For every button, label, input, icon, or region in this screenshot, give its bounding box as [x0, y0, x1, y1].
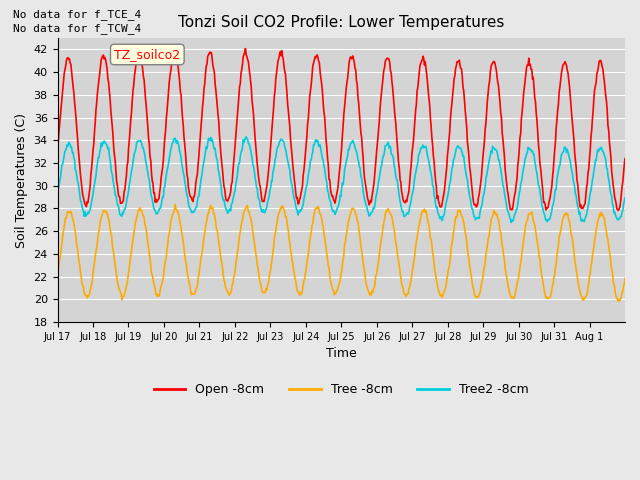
Tree2 -8cm: [401, 213, 408, 219]
Open -8cm: [120, 189, 128, 195]
Text: No data for f_TCW_4: No data for f_TCW_4: [13, 23, 141, 34]
Y-axis label: Soil Temperatures (C): Soil Temperatures (C): [15, 112, 28, 248]
Tree -8cm: [54, 272, 61, 277]
Tree -8cm: [225, 292, 233, 298]
Tree2 -8cm: [508, 219, 515, 225]
Text: TZ_soilco2: TZ_soilco2: [115, 48, 180, 61]
Text: No data for f_TCE_4: No data for f_TCE_4: [13, 9, 141, 20]
Line: Tree2 -8cm: Tree2 -8cm: [58, 137, 625, 222]
Tree2 -8cm: [275, 142, 283, 148]
Tree -8cm: [253, 262, 261, 268]
Tree2 -8cm: [225, 209, 232, 215]
Open -8cm: [275, 56, 283, 61]
Tree -8cm: [621, 276, 629, 281]
Open -8cm: [253, 162, 261, 168]
Tree2 -8cm: [621, 195, 629, 201]
Title: Tonzi Soil CO2 Profile: Lower Temperatures: Tonzi Soil CO2 Profile: Lower Temperatur…: [178, 15, 504, 30]
Open -8cm: [621, 156, 629, 161]
Open -8cm: [614, 207, 622, 213]
Tree -8cm: [275, 210, 283, 216]
Line: Open -8cm: Open -8cm: [58, 48, 625, 210]
Tree -8cm: [614, 299, 622, 304]
Legend: Open -8cm, Tree -8cm, Tree2 -8cm: Open -8cm, Tree -8cm, Tree2 -8cm: [149, 378, 534, 401]
Open -8cm: [433, 184, 440, 190]
Tree -8cm: [120, 293, 128, 299]
Tree2 -8cm: [54, 191, 61, 196]
Tree2 -8cm: [433, 204, 440, 210]
Tree -8cm: [172, 202, 179, 207]
Tree -8cm: [433, 276, 440, 282]
Open -8cm: [242, 46, 250, 51]
Open -8cm: [225, 196, 232, 202]
Tree -8cm: [401, 291, 408, 297]
Tree2 -8cm: [253, 186, 261, 192]
X-axis label: Time: Time: [326, 347, 356, 360]
Tree2 -8cm: [120, 207, 128, 213]
Open -8cm: [54, 149, 61, 155]
Open -8cm: [401, 199, 408, 205]
Line: Tree -8cm: Tree -8cm: [58, 204, 625, 301]
Tree2 -8cm: [243, 134, 250, 140]
